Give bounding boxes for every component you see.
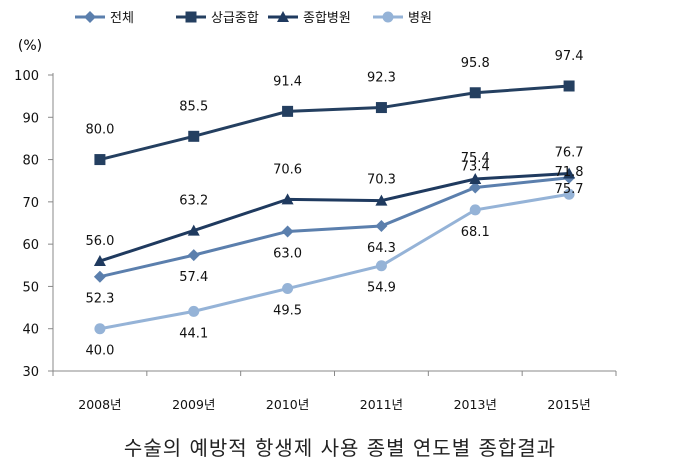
data-point xyxy=(281,225,294,238)
data-label: 70.6 xyxy=(273,162,302,177)
legend-label: 상급종합 xyxy=(211,11,259,26)
data-point xyxy=(187,249,200,262)
legend-swatch-marker xyxy=(382,11,394,23)
data-label: 63.0 xyxy=(273,246,302,261)
data-point xyxy=(469,173,482,185)
x-tick-label: 2015년 xyxy=(547,397,590,412)
data-label: 54.9 xyxy=(367,281,396,296)
data-label: 97.4 xyxy=(555,49,584,64)
data-label: 76.7 xyxy=(555,146,584,161)
data-label: 75.4 xyxy=(461,151,490,166)
data-label: 75.7 xyxy=(555,182,584,197)
data-point xyxy=(93,270,106,283)
legend-label: 병원 xyxy=(408,11,432,26)
data-label: 63.2 xyxy=(179,194,208,209)
data-labels: 52.3 57.4 63.0 64.3 73.4 75.7 80.0 85.5 91.4 92.3… xyxy=(85,49,583,359)
x-tick-label: 2013년 xyxy=(454,397,497,412)
legend-swatch-marker xyxy=(277,11,289,22)
data-label: 49.5 xyxy=(273,304,302,319)
legend-swatch-marker xyxy=(84,11,96,23)
data-point xyxy=(93,255,106,267)
data-label: 56.0 xyxy=(85,234,114,249)
data-point xyxy=(563,80,575,92)
legend: 전체 상급종합 종합병원 병원 xyxy=(75,11,432,26)
data-point xyxy=(187,224,200,236)
data-label: 73.4 xyxy=(461,159,490,174)
data-label: 64.3 xyxy=(367,241,396,256)
data-label: 85.5 xyxy=(179,99,208,114)
legend-swatch-marker xyxy=(185,11,197,23)
data-label: 71.8 xyxy=(555,165,584,180)
legend-label: 종합병원 xyxy=(303,11,351,26)
data-label: 40.0 xyxy=(85,344,114,359)
data-point xyxy=(469,181,482,194)
x-tick-label: 2011년 xyxy=(360,397,403,412)
data-point xyxy=(469,87,481,99)
data-label: 44.1 xyxy=(179,326,208,341)
data-point xyxy=(188,305,200,317)
data-label: 91.4 xyxy=(273,74,302,89)
legend-item: 상급종합 xyxy=(176,11,259,26)
data-point xyxy=(469,204,481,216)
data-point xyxy=(563,188,575,200)
y-tick-label: 90 xyxy=(22,111,39,126)
data-label: 57.4 xyxy=(179,270,208,285)
line-chart: 전체 상급종합 종합병원 병원 (%) 30 40 50 60 70 80 90 100 2008년 2… xyxy=(14,11,617,412)
series-line xyxy=(99,176,570,279)
data-point xyxy=(282,283,294,295)
data-point xyxy=(375,102,387,114)
y-tick-label: 30 xyxy=(22,365,39,380)
legend-label: 전체 xyxy=(110,11,134,26)
series-line xyxy=(99,192,570,331)
y-tick-label: 100 xyxy=(14,69,39,84)
data-point xyxy=(94,323,106,335)
chart-title: 수술의 예방적 항생제 사용 종별 연도별 종합결과 xyxy=(123,436,557,460)
data-label: 70.3 xyxy=(367,173,396,188)
data-label: 80.0 xyxy=(85,123,114,138)
data-label: 92.3 xyxy=(367,71,396,86)
axes: 30 40 50 60 70 80 90 100 2008년 2009년 2010년 2011년 201… xyxy=(14,69,617,412)
x-tick-label: 2009년 xyxy=(172,397,215,412)
y-tick-label: 60 xyxy=(22,238,39,253)
data-point xyxy=(94,154,106,166)
data-point xyxy=(563,167,576,179)
data-point xyxy=(375,194,388,206)
y-tick-label: 40 xyxy=(22,323,39,338)
data-point xyxy=(375,219,388,232)
legend-item: 종합병원 xyxy=(268,11,351,26)
series-line xyxy=(99,172,570,263)
y-tick-label: 50 xyxy=(22,280,39,295)
legend-item: 전체 xyxy=(75,11,134,26)
legend-item: 병원 xyxy=(373,11,432,26)
x-tick-label: 2008년 xyxy=(78,397,121,412)
data-label: 95.8 xyxy=(461,56,490,71)
data-label: 52.3 xyxy=(85,292,114,307)
y-tick-label: 80 xyxy=(22,154,39,169)
data-point xyxy=(282,105,294,117)
data-label: 68.1 xyxy=(461,225,490,240)
y-axis-label: (%) xyxy=(18,38,42,54)
data-point xyxy=(375,260,387,272)
series-group xyxy=(93,80,576,335)
y-tick-label: 70 xyxy=(22,196,39,211)
data-point xyxy=(281,193,294,205)
x-tick-label: 2010년 xyxy=(266,397,309,412)
series-line xyxy=(99,84,570,162)
data-point xyxy=(188,130,200,142)
